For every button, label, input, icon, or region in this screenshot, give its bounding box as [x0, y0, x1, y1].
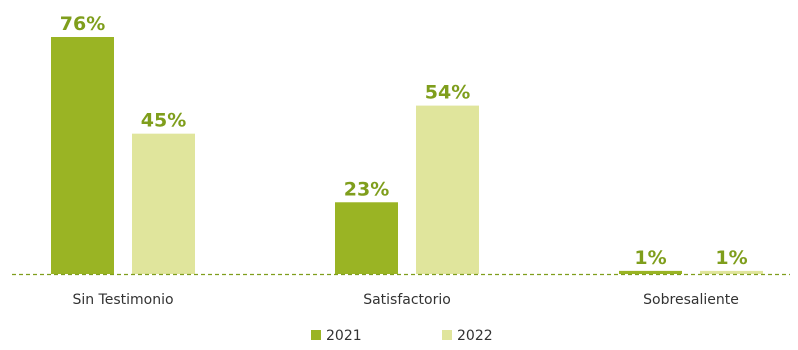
category-labels-group: Sin Testimonio Satisfactorio Sobresaliente [72, 292, 738, 308]
value-label-satisfactorio-2021: 23% [344, 178, 389, 200]
bars-group [51, 37, 763, 275]
bar-sobresaliente-2021 [619, 270, 682, 274]
legend-swatch-2022 [442, 330, 452, 340]
category-label-satisfactorio: Satisfactorio [363, 292, 451, 308]
value-label-satisfactorio-2022: 54% [425, 82, 470, 104]
bar-satisfactorio-2021 [335, 202, 398, 274]
legend: 2021 2022 [311, 328, 493, 344]
bar-satisfactorio-2022 [416, 105, 479, 275]
legend-label-2021: 2021 [326, 328, 362, 344]
bar-sin-testimonio-2021 [51, 37, 114, 274]
legend-label-2022: 2022 [457, 328, 493, 344]
category-label-sin-testimonio: Sin Testimonio [72, 292, 173, 308]
value-label-sin-testimonio-2021: 76% [60, 13, 105, 35]
category-label-sobresaliente: Sobresaliente [643, 292, 739, 308]
bar-sin-testimonio-2022 [132, 133, 195, 274]
value-label-sobresaliente-2022: 1% [715, 247, 747, 269]
value-label-sin-testimonio-2022: 45% [141, 110, 186, 132]
bar-sobresaliente-2022 [700, 270, 763, 274]
value-labels-group: 76% 45% 23% 54% 1% 1% [60, 13, 748, 269]
legend-swatch-2021 [311, 330, 321, 340]
value-label-sobresaliente-2021: 1% [634, 247, 666, 269]
